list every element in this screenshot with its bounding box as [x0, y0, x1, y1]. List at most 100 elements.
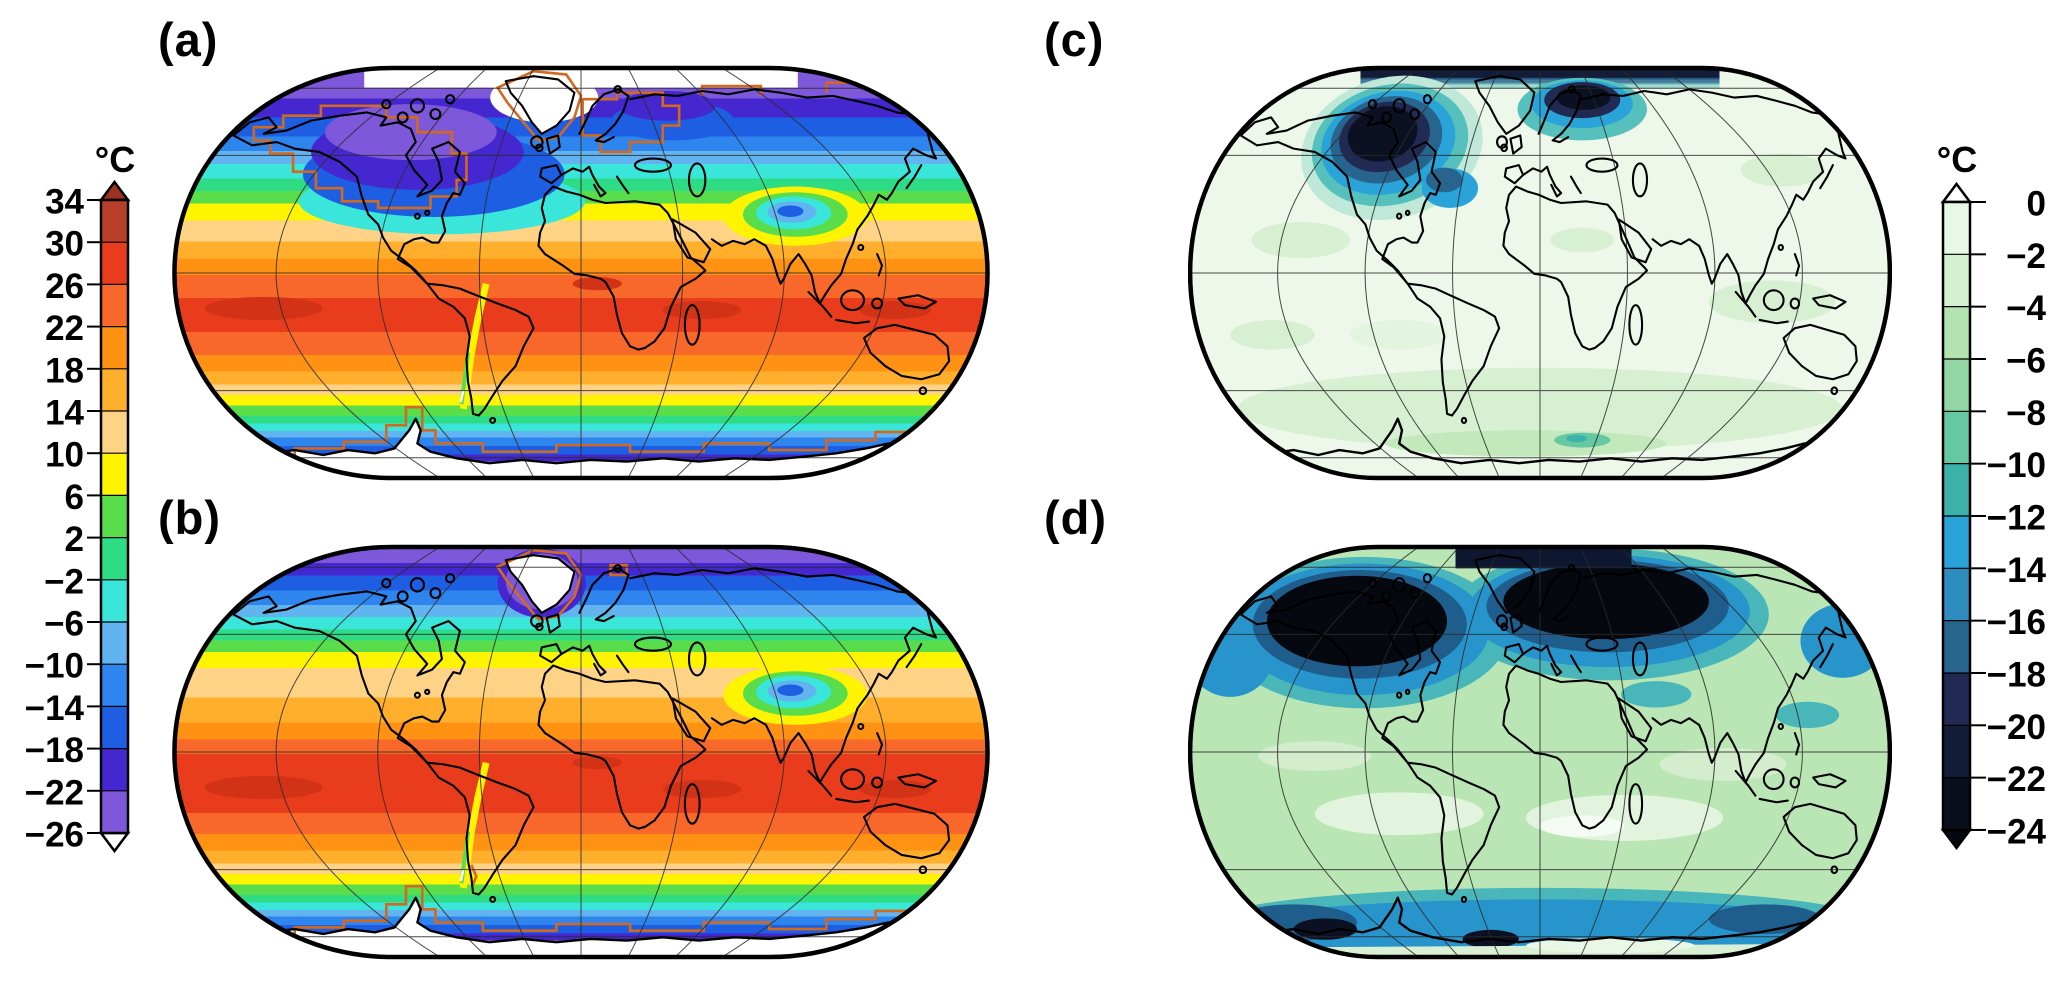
north-america-outline — [1241, 112, 1440, 283]
arctic-island — [398, 591, 408, 601]
panel-label-c: (c) — [1044, 13, 1105, 66]
asia-coast-outline — [630, 568, 938, 782]
arctic-island — [1424, 95, 1431, 103]
greenland-outline — [506, 76, 575, 134]
graticule — [172, 547, 990, 957]
north-america-outline — [233, 112, 464, 283]
colorbar-segment — [101, 579, 128, 622]
coastlines — [1241, 555, 1880, 902]
ice-margin-antarctica — [262, 407, 908, 458]
colorbar-temperature-difference: °C 0 −2 −4 −6 −8 −10 −12 −14 −16 −18 −20 −22 −24 — [1925, 120, 2068, 910]
arctic-island — [411, 578, 424, 591]
borneo-outline — [1764, 290, 1784, 310]
australia-outline — [1784, 325, 1857, 379]
colorbar-tick-label: −10 — [1987, 446, 2046, 485]
colorbar-segment — [101, 411, 128, 454]
uk-outline — [1510, 135, 1521, 153]
sulawesi-outline — [872, 299, 882, 309]
great-lake — [425, 211, 429, 215]
colorbar-tick-label: 22 — [45, 309, 84, 348]
tasmania-outline — [920, 866, 927, 873]
colorbar-tick-label: 30 — [45, 225, 84, 264]
great-lake — [1406, 211, 1410, 215]
arctic-island — [1394, 99, 1405, 112]
arctic-island — [1382, 112, 1390, 122]
philippines-outline — [877, 254, 882, 275]
new-guinea-outline — [1813, 295, 1845, 308]
colorbar-segment — [1943, 568, 1970, 621]
antarctica-ice-fill — [245, 897, 925, 958]
sulawesi-outline — [872, 778, 882, 788]
panel-label-a: (a) — [158, 13, 219, 66]
scandinavia-cooling-blob — [1517, 77, 1648, 141]
colorbar-segment — [101, 664, 128, 707]
tasmania-outline — [920, 387, 927, 394]
colorbar-segment — [1943, 463, 1970, 516]
antarctica-coastline — [269, 419, 907, 463]
black-sea-outline — [1586, 638, 1617, 651]
ice-margin-greenland — [498, 550, 581, 619]
map-svg-b — [172, 542, 990, 962]
tibet-cold-pocket — [723, 665, 868, 725]
falkland-outline — [490, 418, 495, 423]
uk-outline — [547, 614, 560, 632]
sumatra-outline — [808, 292, 831, 317]
africa-outline — [1503, 187, 1647, 350]
philippines-outline — [1795, 254, 1799, 275]
africa-outline — [538, 666, 705, 829]
coastlines — [233, 555, 975, 902]
uk-outline — [547, 135, 560, 153]
colorbar-tick-label: 18 — [45, 351, 84, 390]
svalbard-outline — [1569, 86, 1575, 93]
arctic-island — [382, 100, 390, 108]
colorbar-temperature: °C 34 30 26 22 18 14 10 6 2 −2 −6 −10 −14 −18 −22 −26 — [20, 120, 180, 910]
colorbar-tick-label: −18 — [25, 731, 84, 770]
caspian-sea-outline — [1633, 163, 1647, 196]
greenland-outline — [1475, 76, 1534, 134]
colorbar-tick-label: 0 — [2027, 185, 2046, 224]
arctic-island — [382, 579, 390, 587]
borneo-outline — [841, 290, 864, 310]
colorbar-tick-label: −6 — [44, 605, 84, 644]
philippines-outline — [877, 733, 882, 754]
south-america-outline — [1408, 763, 1500, 895]
colorbar-segment — [1943, 777, 1970, 830]
java-outline — [1760, 320, 1788, 323]
new-zealand-outline — [961, 865, 976, 888]
falkland-outline — [1462, 897, 1466, 902]
antarctic-cool-band — [1385, 430, 1667, 457]
colorbar-segment — [101, 622, 128, 665]
colorbar-tick-label: 6 — [65, 478, 84, 517]
java-outline — [1760, 799, 1788, 802]
scandinavia-outline — [579, 89, 628, 142]
iberia-outline — [1505, 644, 1523, 662]
colorbar-tick-label: 34 — [45, 183, 84, 222]
falkland-outline — [490, 897, 495, 902]
map-svg-d — [1188, 542, 1892, 962]
scandinavia-outline — [579, 568, 628, 621]
colorbar-segment — [101, 284, 128, 327]
map-border — [174, 68, 987, 478]
iberia-outline — [540, 644, 561, 662]
svalbard-outline — [1569, 565, 1575, 572]
ice-margin-greenland — [498, 71, 581, 140]
arctic-island — [446, 574, 454, 582]
australia-outline — [864, 804, 949, 858]
europe-med-coast — [1523, 167, 1561, 197]
asia-coast-outline — [1582, 568, 1847, 782]
southern-ocean-cool-spot — [1566, 434, 1588, 443]
colorbar-tick-label: −6 — [2006, 341, 2046, 380]
map-border — [174, 547, 987, 957]
sumatra-outline — [1736, 771, 1756, 796]
africa-outline — [1503, 666, 1647, 829]
arabia-outline — [1619, 219, 1651, 262]
sulawesi-outline — [1791, 299, 1799, 309]
colorbar-segment — [1943, 725, 1970, 778]
south-america-outline — [427, 284, 533, 416]
map-border — [1190, 68, 1890, 478]
black-sea-outline — [635, 159, 671, 172]
colorbar-segment — [1943, 254, 1970, 307]
europe-med-coast — [561, 167, 605, 197]
colorbar-segment — [101, 748, 128, 791]
new-zealand-outline — [1867, 865, 1880, 888]
